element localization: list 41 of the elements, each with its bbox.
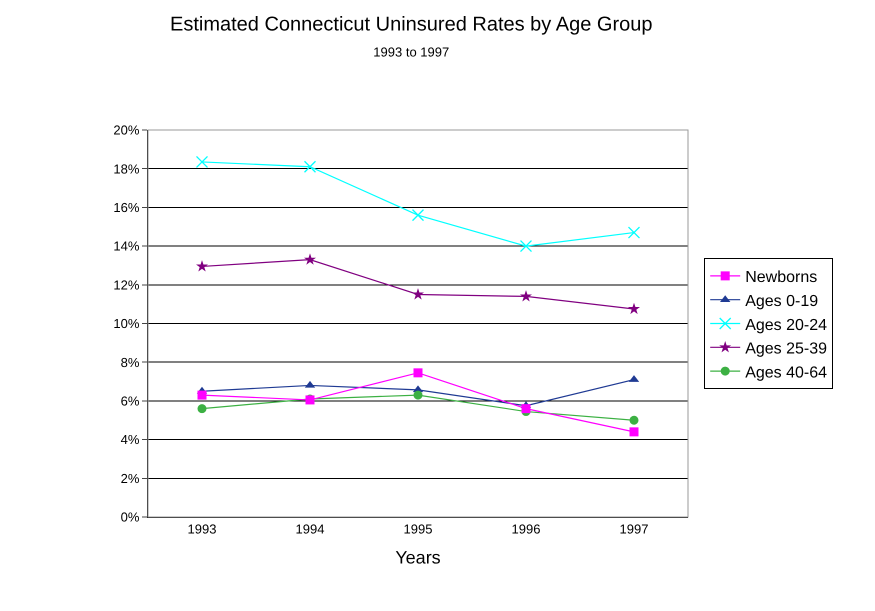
point <box>196 260 208 272</box>
x-tick-label: 1994 <box>296 522 324 537</box>
point <box>412 208 424 222</box>
point <box>520 240 532 252</box>
y-tick-label: 12% <box>113 277 140 292</box>
point <box>520 290 532 302</box>
legend-label: Ages 0-19 <box>745 292 818 310</box>
legend-label: Ages 25-39 <box>745 340 828 358</box>
y-tick-label: 8% <box>120 354 140 370</box>
y-tick-label: 18% <box>113 161 140 176</box>
point <box>414 368 422 378</box>
point <box>522 404 530 414</box>
y-tick-label: 20% <box>113 122 140 138</box>
legend-label: Newborns <box>745 269 818 286</box>
point <box>628 226 640 239</box>
point <box>304 160 316 173</box>
point <box>198 390 206 400</box>
point <box>304 253 316 265</box>
y-tick-label: 10% <box>113 316 140 332</box>
x-tick-label: 1995 <box>404 522 432 537</box>
point <box>628 302 640 314</box>
point <box>414 390 422 400</box>
x-tick-label: 1993 <box>188 522 216 537</box>
x-tick-label: 1997 <box>620 522 648 537</box>
y-tick-label: 0% <box>120 510 140 525</box>
x-tick-label: 1996 <box>512 522 540 537</box>
x-axis-title: Years <box>395 548 441 568</box>
legend-label: Ages 40-64 <box>745 364 828 382</box>
point <box>198 404 206 414</box>
point <box>196 156 208 168</box>
y-tick-label: 14% <box>113 238 140 254</box>
chart-title: Estimated Connecticut Uninsured Rates by Age Group <box>170 14 652 36</box>
point <box>412 288 424 300</box>
y-tick-label: 4% <box>120 432 140 448</box>
y-tick-label: 6% <box>120 393 140 408</box>
point <box>630 416 638 425</box>
y-tick-label: 16% <box>113 200 140 215</box>
legend-label: Ages 20-24 <box>745 316 828 334</box>
point <box>630 427 638 436</box>
y-tick-label: 2% <box>120 470 140 486</box>
chart-subtitle: 1993 to 1997 <box>373 44 450 60</box>
